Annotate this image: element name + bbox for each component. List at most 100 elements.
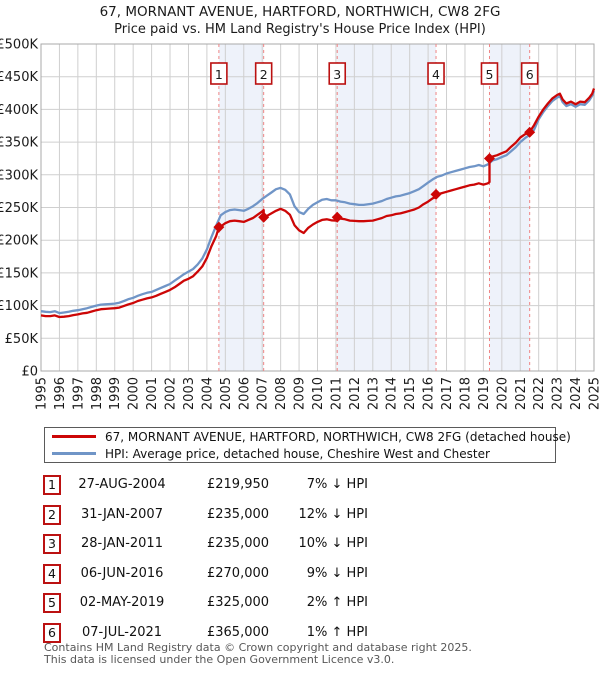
sale-marker-diamond bbox=[258, 211, 270, 223]
svg-text:2005: 2005 bbox=[219, 377, 234, 410]
svg-text:£300K: £300K bbox=[0, 168, 38, 183]
svg-text:2014: 2014 bbox=[385, 377, 400, 410]
svg-text:1997: 1997 bbox=[71, 377, 86, 410]
sale-number-box bbox=[254, 62, 273, 85]
sale-marker-diamond bbox=[430, 188, 442, 200]
sale-number-label: 2 bbox=[260, 67, 268, 82]
sale-marker-diamond bbox=[524, 126, 536, 138]
price-history-chart: 1 2 3 4 5 6 £0 £50K £100K £150K £200K £250K £300K £35… bbox=[0, 38, 600, 411]
price-paid-line bbox=[40, 88, 596, 319]
svg-text:2016: 2016 bbox=[422, 377, 437, 410]
svg-text:£500K: £500K bbox=[0, 38, 38, 53]
transaction-number-badge: 1 bbox=[43, 475, 61, 495]
legend-blue-line-sample bbox=[52, 452, 96, 455]
sale-number-box bbox=[480, 62, 499, 85]
svg-text:£350K: £350K bbox=[0, 136, 38, 151]
svg-text:2012: 2012 bbox=[348, 377, 363, 410]
sale-date-dashed-lines bbox=[218, 44, 531, 371]
transaction-hpi-diff: 12% ↓ HPI bbox=[298, 506, 368, 522]
sale-number-box bbox=[427, 62, 445, 85]
footer-line1: Contains HM Land Registry data © Crown c… bbox=[44, 641, 472, 654]
svg-text:2022: 2022 bbox=[532, 377, 547, 410]
sale-number-box bbox=[520, 62, 539, 85]
svg-text:2002: 2002 bbox=[164, 377, 179, 410]
svg-text:2011: 2011 bbox=[329, 377, 344, 410]
svg-text:2008: 2008 bbox=[274, 377, 289, 410]
transaction-number-badge: 5 bbox=[43, 593, 61, 613]
transaction-price: £325,000 bbox=[206, 595, 270, 610]
sale-marker-diamond bbox=[213, 221, 225, 233]
svg-text:£50K: £50K bbox=[5, 332, 39, 347]
legend-red-line-sample bbox=[52, 435, 96, 438]
plot-border bbox=[40, 43, 595, 372]
transaction-hpi-diff: 1% ↑ HPI bbox=[306, 624, 368, 640]
svg-text:2000: 2000 bbox=[127, 377, 142, 410]
svg-text:£250K: £250K bbox=[0, 201, 38, 216]
svg-text:1998: 1998 bbox=[90, 377, 105, 410]
sale-marker-diamond bbox=[483, 152, 495, 164]
transaction-hpi-diff: 2% ↑ HPI bbox=[306, 595, 368, 610]
transaction-row: 6 07-JUL-2021 £365,000 1% ↑ HPI bbox=[0, 622, 600, 643]
transaction-price: £365,000 bbox=[206, 624, 270, 640]
svg-text:2023: 2023 bbox=[551, 377, 566, 410]
svg-text:2025: 2025 bbox=[588, 377, 600, 410]
sale-marker-diamond bbox=[331, 211, 343, 223]
chart-legend: 67, MORNANT AVENUE, HARTFORD, NORTHWICH,… bbox=[44, 427, 571, 463]
svg-text:£100K: £100K bbox=[0, 299, 38, 314]
svg-text:2018: 2018 bbox=[458, 377, 473, 410]
chart-title-line1: 67, MORNANT AVENUE, HARTFORD, NORTHWICH,… bbox=[99, 4, 501, 20]
transaction-hpi-diff: 10% ↓ HPI bbox=[298, 536, 368, 551]
legend-label-hpi: HPI: Average price, detached house, Ches… bbox=[105, 446, 490, 461]
svg-text:2015: 2015 bbox=[403, 377, 418, 410]
transaction-price: £235,000 bbox=[206, 506, 270, 522]
y-axis-tick-labels: £0 £50K £100K £150K £200K £250K £300K £350K £400… bbox=[0, 38, 38, 380]
transaction-price: £219,950 bbox=[206, 477, 270, 492]
svg-text:1996: 1996 bbox=[53, 377, 68, 410]
sale-number-boxes: 1 2 3 4 5 6 bbox=[210, 62, 539, 85]
svg-text:2009: 2009 bbox=[293, 377, 308, 410]
sale-number-label: 3 bbox=[333, 67, 341, 82]
svg-text:2004: 2004 bbox=[200, 377, 215, 410]
transaction-number-badge: 4 bbox=[43, 563, 61, 584]
sale-number-label: 6 bbox=[526, 67, 534, 82]
svg-text:2007: 2007 bbox=[256, 377, 271, 410]
transaction-date: 31-JAN-2007 bbox=[81, 506, 163, 522]
svg-text:1999: 1999 bbox=[108, 377, 123, 410]
transaction-date: 02-MAY-2019 bbox=[79, 595, 165, 610]
transaction-price: £235,000 bbox=[206, 536, 270, 551]
transaction-row: 1 27-AUG-2004 £219,950 7% ↓ HPI bbox=[0, 475, 600, 495]
x-axis-tick-labels: 1995 1996 1997 1998 1999 2000 2001 2002 2003 2004… bbox=[35, 377, 600, 410]
svg-text:£200K: £200K bbox=[0, 234, 38, 249]
svg-text:2020: 2020 bbox=[495, 377, 510, 410]
legend-item-price-paid: 67, MORNANT AVENUE, HARTFORD, NORTHWICH,… bbox=[45, 429, 571, 444]
transaction-date: 28-JAN-2011 bbox=[81, 536, 163, 551]
sale-markers bbox=[213, 126, 536, 233]
hpi-line bbox=[40, 90, 596, 315]
legend-item-hpi: HPI: Average price, detached house, Ches… bbox=[45, 446, 555, 461]
svg-text:2024: 2024 bbox=[569, 377, 584, 410]
transaction-row: 3 28-JAN-2011 £235,000 10% ↓ HPI bbox=[0, 534, 600, 554]
legend-label-price-paid: 67, MORNANT AVENUE, HARTFORD, NORTHWICH,… bbox=[105, 429, 571, 444]
transaction-number-badge: 3 bbox=[43, 534, 61, 554]
footer: Contains HM Land Registry data © Crown c… bbox=[44, 642, 472, 665]
transaction-date: 07-JUL-2021 bbox=[81, 624, 163, 640]
sale-number-label: 1 bbox=[215, 67, 223, 82]
svg-text:2001: 2001 bbox=[145, 377, 160, 410]
transaction-row: 4 06-JUN-2016 £270,000 9% ↓ HPI bbox=[0, 563, 600, 584]
svg-text:2017: 2017 bbox=[440, 377, 455, 410]
svg-text:2006: 2006 bbox=[237, 377, 252, 410]
svg-text:2010: 2010 bbox=[311, 377, 326, 410]
footer-line2: This data is licensed under the Open Gov… bbox=[44, 652, 395, 666]
chart-title-line2: Price paid vs. HM Land Registry's House … bbox=[114, 22, 486, 37]
sale-number-box bbox=[328, 62, 347, 85]
transaction-number-badge: 6 bbox=[43, 622, 61, 643]
svg-text:2021: 2021 bbox=[514, 377, 529, 410]
transaction-price: £270,000 bbox=[206, 565, 270, 581]
transaction-date: 06-JUN-2016 bbox=[80, 565, 164, 581]
transaction-hpi-diff: 7% ↓ HPI bbox=[306, 477, 368, 492]
svg-text:£450K: £450K bbox=[0, 70, 38, 85]
transaction-hpi-diff: 9% ↓ HPI bbox=[306, 565, 368, 581]
sale-number-box bbox=[210, 62, 228, 85]
svg-text:£0: £0 bbox=[21, 365, 38, 380]
